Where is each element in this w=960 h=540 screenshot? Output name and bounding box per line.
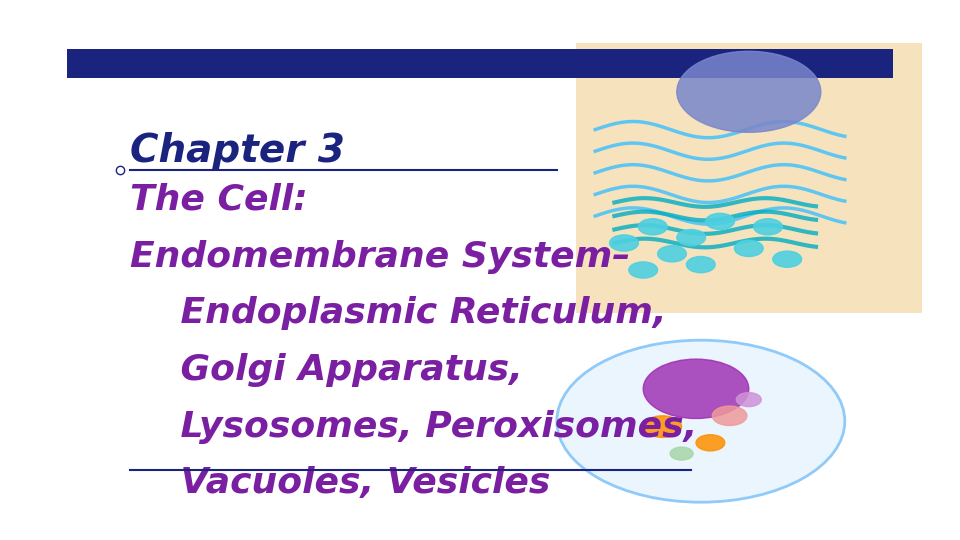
- Circle shape: [696, 435, 725, 451]
- Circle shape: [677, 230, 706, 246]
- Text: Vacuoles, Vesicles: Vacuoles, Vesicles: [130, 467, 550, 500]
- Circle shape: [773, 251, 802, 267]
- Text: The Cell:: The Cell:: [130, 183, 307, 217]
- Circle shape: [629, 262, 658, 278]
- Circle shape: [670, 447, 693, 460]
- Circle shape: [557, 340, 845, 502]
- Circle shape: [658, 246, 686, 262]
- FancyBboxPatch shape: [576, 43, 922, 313]
- Circle shape: [734, 240, 763, 256]
- Circle shape: [643, 359, 749, 418]
- Circle shape: [754, 219, 782, 235]
- Text: Chapter 3: Chapter 3: [130, 132, 345, 170]
- Circle shape: [686, 256, 715, 273]
- Circle shape: [706, 213, 734, 230]
- Circle shape: [610, 235, 638, 251]
- Circle shape: [643, 416, 682, 437]
- FancyBboxPatch shape: [67, 49, 893, 78]
- Circle shape: [736, 393, 761, 407]
- Text: Lysosomes, Peroxisomes,: Lysosomes, Peroxisomes,: [130, 410, 697, 443]
- Text: Golgi Apparatus,: Golgi Apparatus,: [130, 353, 522, 387]
- Text: Endoplasmic Reticulum,: Endoplasmic Reticulum,: [130, 296, 666, 330]
- Circle shape: [712, 406, 747, 426]
- Circle shape: [638, 219, 667, 235]
- Circle shape: [677, 51, 821, 132]
- Text: Endomembrane System–: Endomembrane System–: [130, 240, 630, 273]
